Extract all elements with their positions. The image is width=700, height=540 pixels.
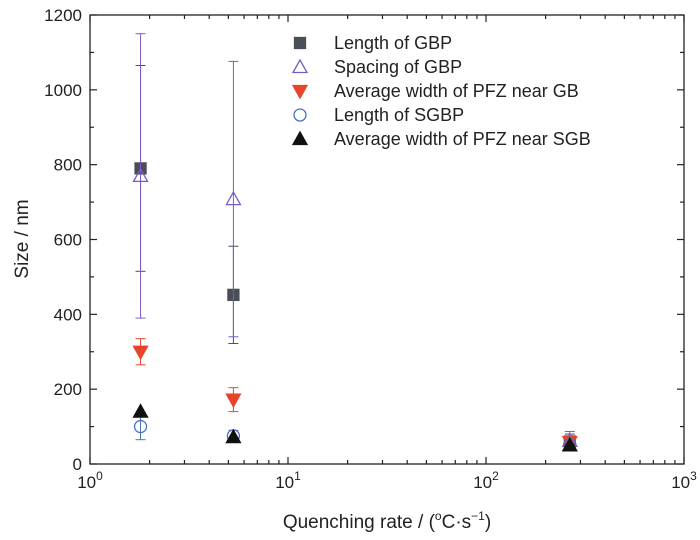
x-tick-base: 10	[473, 473, 492, 492]
x-tick-exponent: 1	[294, 469, 301, 483]
legend-marker	[291, 84, 309, 100]
x-axis-title: Quenching rate / (oC·s−1)	[283, 509, 491, 533]
data-point	[133, 419, 148, 434]
x-axis-title-prefix: Quenching rate / (	[283, 512, 436, 533]
series-4	[133, 412, 577, 452]
legend-label: Length of SGBP	[334, 105, 464, 125]
x-tick-label: 102	[473, 469, 499, 492]
x-tick-exponent: 2	[492, 469, 499, 483]
x-axis-title-suffix: )	[485, 512, 491, 533]
data-point	[225, 428, 242, 444]
legend: Length of GBP Spacing of GBP Average width…	[291, 33, 591, 149]
y-tick-label: 200	[54, 380, 82, 399]
x-axis-title-unit: C·s	[442, 512, 472, 533]
y-tick-label: 600	[54, 231, 82, 250]
data-series	[132, 33, 578, 452]
y-tick-label: 0	[73, 455, 82, 474]
y-tick-label: 1000	[44, 81, 82, 100]
x-tick-labels: 100 101 102 103	[77, 469, 697, 492]
series-3	[132, 338, 578, 451]
y-tick-label: 800	[54, 156, 82, 175]
data-point	[132, 403, 149, 418]
data-point	[132, 345, 149, 361]
legend-label: Average width of PFZ near GB	[334, 81, 579, 101]
legend-label: Length of GBP	[334, 33, 452, 53]
y-tick-label: 1200	[44, 6, 82, 25]
y-tick-label: 400	[54, 305, 82, 324]
x-tick-base: 10	[275, 473, 294, 492]
legend-marker	[291, 58, 309, 74]
legend-marker	[293, 36, 307, 50]
y-tick-labels: 0 200 400 600 800 1000 1200	[44, 6, 82, 474]
y-axis-title: Size / nm	[12, 199, 33, 278]
data-point	[132, 167, 149, 183]
legend-marker	[293, 108, 307, 122]
x-tick-label: 101	[275, 469, 301, 492]
data-point	[561, 436, 578, 452]
x-axis-title-degree: o	[435, 509, 442, 523]
data-point	[225, 190, 242, 206]
legend-marker	[291, 130, 309, 146]
x-tick-base: 10	[671, 473, 690, 492]
x-tick-label: 100	[77, 469, 103, 492]
x-axis-title-exponent: −1	[471, 509, 485, 523]
series-5	[132, 403, 578, 452]
legend-label: Average width of PFZ near SGB	[334, 129, 591, 149]
data-point	[225, 393, 242, 408]
x-tick-exponent: 0	[96, 469, 103, 483]
legend-label: Spacing of GBP	[334, 57, 462, 77]
x-tick-exponent: 3	[690, 469, 697, 483]
axis-ticks	[89, 14, 685, 465]
x-tick-base: 10	[77, 473, 96, 492]
x-tick-label: 103	[671, 469, 697, 492]
